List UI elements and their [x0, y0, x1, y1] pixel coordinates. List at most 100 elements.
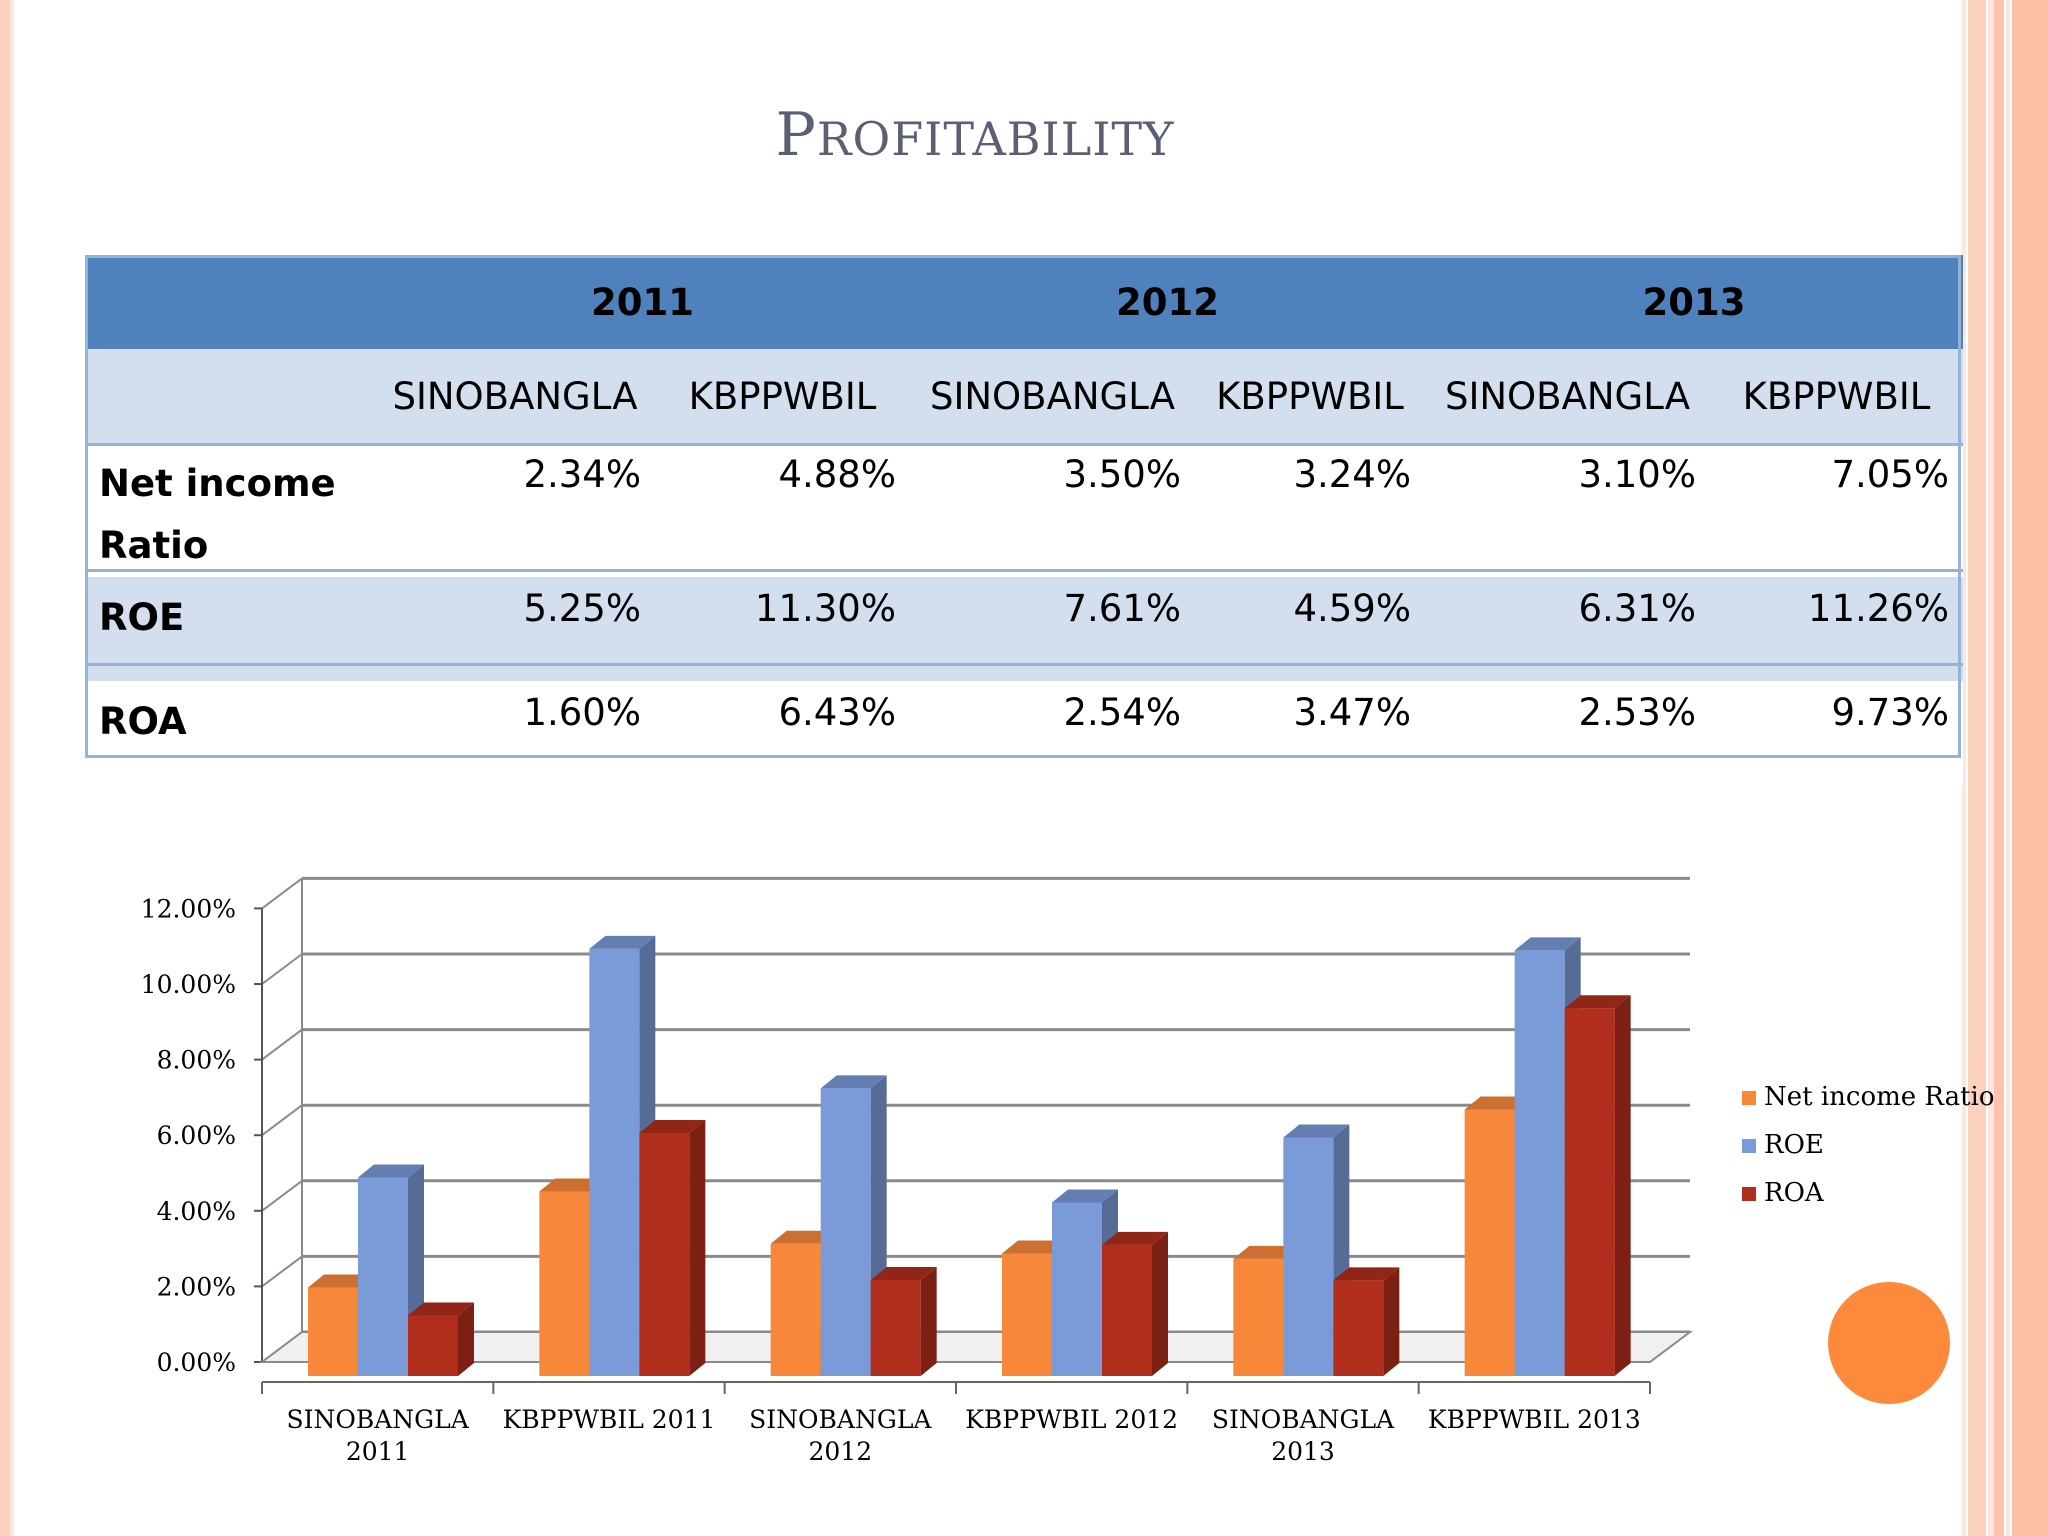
bar-top — [1002, 1240, 1068, 1254]
bar-side — [689, 1119, 706, 1376]
header-blank — [85, 255, 375, 349]
decorative-orange-circle — [1828, 1282, 1950, 1404]
bar — [539, 1191, 590, 1376]
bar — [308, 1287, 358, 1376]
right-border-stripe-5 — [2006, 0, 2010, 1536]
table-cell: 7.05% — [1710, 443, 1963, 577]
year-2012-header: 2012 — [910, 255, 1425, 349]
bar-top — [1464, 1096, 1531, 1110]
bar — [589, 948, 640, 1376]
x-category-label: 2013 — [1271, 1437, 1335, 1466]
bar — [1333, 1280, 1384, 1376]
gridline-side — [261, 1104, 303, 1137]
table-divider — [85, 569, 1963, 572]
gridline-side — [261, 1179, 303, 1212]
right-border-stripe-3 — [1988, 0, 1994, 1536]
bar-top — [539, 1178, 606, 1192]
year-2011-header: 2011 — [375, 255, 910, 349]
gridline-side — [261, 1255, 303, 1288]
bar — [1564, 1008, 1615, 1376]
bar — [358, 1177, 408, 1376]
table-cell: 3.50% — [910, 443, 1195, 577]
bar — [1102, 1244, 1152, 1376]
x-category-label: SINOBANGLA — [287, 1405, 470, 1434]
y-tick-label: 2.00% — [157, 1272, 236, 1301]
row-label: Net income Ratio — [85, 443, 375, 577]
bar-top — [589, 935, 656, 949]
x-category-label: SINOBANGLA — [1212, 1405, 1395, 1434]
gridline-side — [261, 877, 303, 910]
bar-top — [1052, 1189, 1118, 1203]
x-category-label: KBPPWBIL 2011 — [503, 1405, 716, 1434]
bar — [408, 1315, 458, 1376]
legend-swatch — [1742, 1187, 1756, 1201]
bar — [1002, 1253, 1052, 1376]
right-border-stripe-2 — [1968, 0, 1986, 1536]
legend-label: ROA — [1764, 1178, 1825, 1208]
bar — [1283, 1137, 1334, 1376]
table-cell: 3.47% — [1195, 681, 1425, 785]
company-header: KBPPWBIL — [1195, 349, 1425, 443]
y-tick-label: 6.00% — [157, 1121, 236, 1150]
bar-top — [1333, 1267, 1400, 1281]
y-tick-label: 4.00% — [157, 1197, 236, 1226]
year-header-row: 2011 2012 2013 — [85, 255, 1963, 349]
bar — [1514, 950, 1565, 1376]
bar-top — [308, 1274, 374, 1288]
bar-side — [1383, 1267, 1400, 1376]
y-tick-label: 10.00% — [141, 970, 236, 999]
table-cell: 9.73% — [1710, 681, 1963, 785]
table-divider — [85, 443, 1963, 446]
bar-top — [1514, 937, 1581, 951]
bar — [639, 1132, 690, 1376]
legend-swatch — [1742, 1091, 1756, 1105]
bar — [1052, 1202, 1102, 1376]
profitability-table: 2011 2012 2013 SINOBANGLA KBPPWBIL SINOB… — [85, 255, 1963, 785]
gridline-side — [261, 1028, 303, 1061]
bar — [770, 1243, 821, 1376]
y-tick-label: 8.00% — [157, 1046, 236, 1075]
bar — [1464, 1109, 1515, 1376]
legend-label: ROE — [1764, 1130, 1824, 1160]
bar-top — [820, 1075, 887, 1089]
bar-top — [1102, 1231, 1168, 1245]
table-divider — [85, 663, 1963, 666]
table-cell: 1.60% — [375, 681, 655, 785]
bar-top — [408, 1302, 474, 1316]
bar — [820, 1088, 871, 1376]
bar-side — [1152, 1231, 1168, 1376]
x-category-label: SINOBANGLA — [749, 1405, 932, 1434]
year-2013-header: 2013 — [1425, 255, 1963, 349]
bar-top — [639, 1119, 706, 1133]
bar-top — [1233, 1245, 1300, 1259]
x-category-label: KBPPWBIL 2012 — [965, 1405, 1178, 1434]
gridline-side — [261, 953, 303, 985]
bar — [1233, 1258, 1284, 1376]
bar-top — [870, 1266, 937, 1280]
bar-side — [1614, 995, 1631, 1376]
right-border-stripe-4 — [1994, 0, 2004, 1536]
table-cell: 3.10% — [1425, 443, 1710, 577]
x-category-label: 2012 — [809, 1437, 873, 1466]
bar-top — [358, 1164, 424, 1178]
row-label-line2: Ratio — [99, 524, 209, 567]
company-header: SINOBANGLA — [1425, 349, 1710, 443]
table-cell: 2.53% — [1425, 681, 1710, 785]
slide-title: PROFITABILITY — [0, 100, 1950, 170]
company-header: SINOBANGLA — [910, 349, 1195, 443]
bar-top — [770, 1230, 837, 1244]
right-border-stripe-6 — [2012, 0, 2048, 1536]
table-cell: 2.54% — [910, 681, 1195, 785]
bar-side — [920, 1266, 937, 1376]
x-category-label: 2011 — [346, 1437, 410, 1466]
company-header-row: SINOBANGLA KBPPWBIL SINOBANGLA KBPPWBIL … — [85, 349, 1963, 443]
x-category-label: KBPPWBIL 2013 — [1428, 1405, 1641, 1434]
y-tick-label: 12.00% — [141, 894, 236, 923]
bar-top — [1283, 1124, 1350, 1138]
profitability-chart: 0.00% 2.00% 4.00% 6.00% 8.00% 10.00% 12.00% SIN… — [141, 876, 1995, 1466]
left-border-stripe — [0, 0, 10, 1536]
legend-swatch — [1742, 1139, 1756, 1153]
title-initial: P — [775, 100, 817, 170]
bar-top — [1564, 995, 1631, 1009]
company-header: KBPPWBIL — [1710, 349, 1963, 443]
